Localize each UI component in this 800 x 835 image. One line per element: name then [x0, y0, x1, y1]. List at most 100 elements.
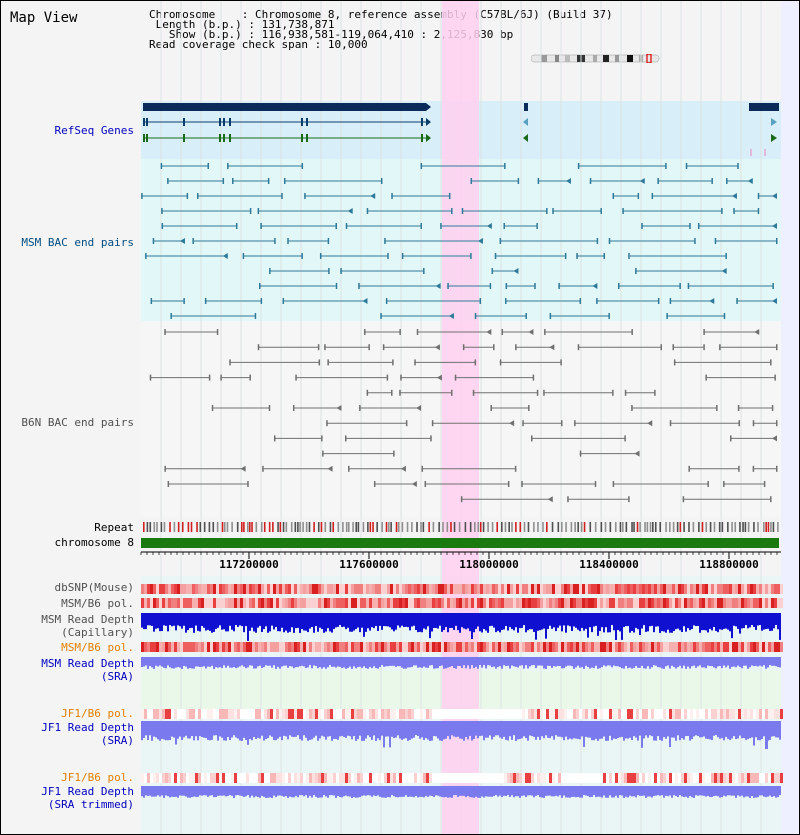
strip-cell: [627, 773, 630, 783]
depth-bar: [543, 721, 545, 739]
depth-bar: [555, 721, 557, 736]
depth-bar: [545, 721, 547, 736]
strip-cell: [708, 642, 711, 652]
strip-cell: [588, 642, 591, 652]
depth-bar: [647, 721, 649, 738]
strip-cell: [384, 642, 387, 652]
track-label-chromosome[interactable]: chromosome 8: [54, 536, 134, 549]
strip-cell: [723, 709, 726, 719]
depth-bar: [175, 721, 177, 745]
depth-bar: [581, 786, 583, 798]
track-label-b6n-bac[interactable]: B6N BAC end pairs: [21, 416, 134, 429]
strip-cell: [165, 773, 168, 783]
depth-bar: [397, 721, 399, 736]
repeat-element: [369, 522, 372, 532]
strip-cell: [591, 584, 594, 594]
strip-cell: [738, 584, 741, 594]
strip-cell: [501, 598, 504, 608]
strip-cell: [219, 598, 222, 608]
strip-cell: [441, 584, 444, 594]
track-label-refseq-genes[interactable]: RefSeq Genes: [54, 124, 134, 137]
depth-bar: [315, 721, 317, 736]
depth-bar: [413, 613, 415, 626]
strip-cell: [141, 642, 144, 652]
depth-bar: [539, 657, 541, 666]
track-label-msm-b6-pol-1[interactable]: MSM/B6 pol.: [61, 597, 134, 610]
bac-end-arrow: [400, 465, 406, 472]
strip-cell: [615, 642, 618, 652]
depth-bar: [427, 786, 429, 797]
depth-bar: [347, 657, 349, 668]
exon: [223, 118, 225, 126]
depth-bar: [199, 657, 201, 668]
strip-cell: [702, 598, 705, 608]
track-label-repeat[interactable]: Repeat: [94, 521, 134, 534]
depth-bar: [291, 721, 293, 737]
depth-bar: [239, 786, 241, 796]
depth-bar: [759, 613, 761, 626]
bac-end: [160, 163, 163, 169]
track-label-jf1-b6-pol-2[interactable]: JF1/B6 pol.: [61, 771, 134, 784]
depth-bar: [481, 786, 483, 797]
strip-cell: [291, 598, 294, 608]
bac-end-arrow: [362, 298, 368, 304]
depth-bar: [507, 657, 509, 666]
chromosome-ideogram[interactable]: [531, 54, 661, 63]
depth-bar: [533, 613, 535, 632]
strip-cell: [564, 584, 567, 594]
strip-cell: [279, 709, 282, 719]
depth-bar: [255, 786, 257, 797]
strip-cell: [753, 773, 756, 783]
depth-bar: [255, 721, 257, 740]
strip-cell: [651, 709, 654, 719]
depth-bar: [235, 657, 237, 669]
depth-bar: [165, 657, 167, 669]
depth-bar: [635, 786, 637, 798]
depth-bar: [203, 657, 205, 667]
track-label-jf1-depth-sra[interactable]: JF1 Read Depth (SRA): [41, 721, 134, 747]
strip-cell: [564, 709, 567, 719]
track-label-msm-bac[interactable]: MSM BAC end pairs: [21, 236, 134, 249]
strip-cell: [774, 584, 777, 594]
strip-cell: [552, 709, 555, 719]
strip-cell: [480, 709, 483, 719]
track-label-dbsnp[interactable]: dbSNP(Mouse): [54, 581, 134, 594]
depth-bar: [723, 721, 725, 741]
depth-bar: [507, 721, 509, 741]
bac-end: [534, 283, 536, 289]
strip-cell: [588, 598, 591, 608]
bac-end: [669, 298, 672, 304]
strip-cell: [327, 584, 330, 594]
bac-end-arrow: [592, 283, 598, 289]
bac-end: [579, 450, 582, 457]
depth-bar: [169, 613, 171, 626]
depth-bar: [685, 721, 687, 737]
strip-cell: [357, 598, 360, 608]
strip-cell: [459, 709, 462, 719]
strip-cell: [489, 709, 492, 719]
track-label-msm-depth-sra[interactable]: MSM Read Depth (SRA): [41, 657, 134, 683]
strip-cell: [318, 642, 321, 652]
bac-end: [462, 344, 465, 351]
track-label-msm-b6-pol-2[interactable]: MSM/B6 pol.: [61, 641, 134, 654]
bac-end: [772, 283, 774, 289]
depth-bar: [747, 657, 749, 669]
depth-bar: [443, 657, 445, 669]
jf1-depth-sra-line1: JF1 Read Depth: [41, 721, 134, 734]
strip-cell: [219, 773, 222, 783]
depth-bar: [369, 613, 371, 631]
depth-bar: [579, 657, 581, 668]
depth-bar: [643, 613, 645, 626]
depth-bar: [365, 721, 367, 739]
bac-end: [657, 178, 659, 184]
track-features[interactable]: [141, 103, 783, 798]
strip-cell: [363, 598, 366, 608]
strip-cell: [312, 709, 315, 719]
strip-cell: [288, 773, 291, 783]
track-label-jf1-depth-trimmed[interactable]: JF1 Read Depth (SRA trimmed): [41, 785, 134, 811]
track-label-jf1-b6-pol-1[interactable]: JF1/B6 pol.: [61, 707, 134, 720]
track-label-msm-depth-capillary[interactable]: MSM Read Depth (Capillary): [41, 613, 134, 639]
depth-bar: [617, 613, 619, 631]
strip-cell: [585, 709, 588, 719]
